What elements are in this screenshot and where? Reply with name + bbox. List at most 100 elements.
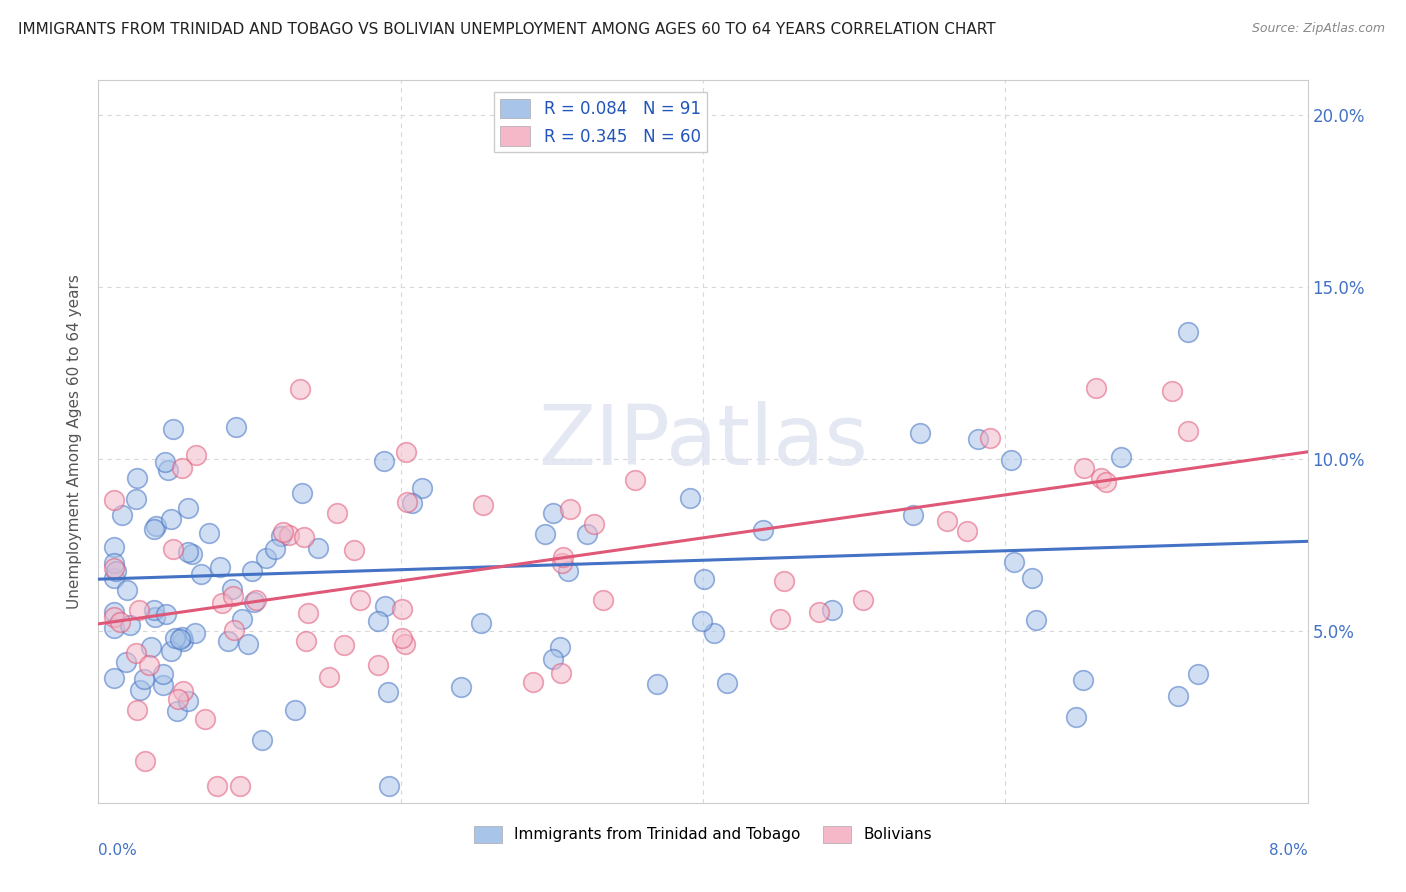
Point [1160, 384, 1182, 398]
Point [103, 620, 125, 634]
Point [111, 508, 134, 523]
Point [120, 617, 142, 632]
Point [103, 556, 125, 570]
Point [693, 572, 716, 586]
Point [190, 567, 212, 582]
Point [125, 491, 148, 506]
Point [624, 473, 647, 487]
Point [103, 609, 125, 624]
Point [374, 599, 396, 613]
Point [1002, 555, 1025, 569]
Point [1095, 475, 1118, 489]
Point [752, 523, 775, 537]
Point [145, 518, 167, 533]
Point [852, 593, 875, 607]
Point [582, 516, 605, 531]
Point [177, 500, 200, 515]
Point [160, 644, 183, 658]
Point [166, 704, 188, 718]
Point [271, 524, 294, 539]
Point [108, 615, 131, 629]
Point [1177, 326, 1199, 340]
Point [236, 637, 259, 651]
Point [134, 755, 156, 769]
Point [103, 571, 125, 585]
Point [550, 666, 572, 681]
Point [169, 632, 191, 646]
Point [142, 522, 165, 536]
Point [645, 677, 668, 691]
Point [522, 675, 544, 690]
Point [391, 632, 413, 646]
Point [1025, 613, 1047, 627]
Text: Source: ZipAtlas.com: Source: ZipAtlas.com [1251, 22, 1385, 36]
Point [295, 633, 318, 648]
Point [773, 574, 796, 588]
Point [1187, 667, 1209, 681]
Text: IMMIGRANTS FROM TRINIDAD AND TOBAGO VS BOLIVIAN UNEMPLOYMENT AMONG AGES 60 TO 64: IMMIGRANTS FROM TRINIDAD AND TOBAGO VS B… [18, 22, 995, 37]
Point [183, 626, 205, 640]
Point [225, 420, 247, 434]
Point [143, 602, 166, 616]
Point [1167, 689, 1189, 703]
Point [326, 506, 349, 520]
Text: ZIPatlas: ZIPatlas [538, 401, 868, 482]
Point [1000, 453, 1022, 467]
Point [378, 779, 401, 793]
Point [557, 565, 579, 579]
Point [910, 425, 932, 440]
Point [901, 508, 924, 523]
Point [979, 431, 1001, 445]
Point [222, 623, 245, 637]
Point [936, 514, 959, 528]
Legend: Immigrants from Trinidad and Tobago, Bolivians: Immigrants from Trinidad and Tobago, Bol… [468, 820, 938, 849]
Point [243, 594, 266, 608]
Point [318, 671, 340, 685]
Point [103, 561, 125, 575]
Point [367, 658, 389, 673]
Point [769, 612, 792, 626]
Point [956, 524, 979, 538]
Point [450, 680, 472, 694]
Point [548, 640, 571, 654]
Point [297, 606, 319, 620]
Point [411, 481, 433, 495]
Point [1109, 450, 1132, 464]
Point [560, 502, 582, 516]
Point [278, 528, 301, 542]
Point [172, 683, 194, 698]
Point [155, 607, 177, 621]
Point [367, 614, 389, 628]
Point [1085, 380, 1108, 394]
Text: 8.0%: 8.0% [1268, 843, 1308, 857]
Point [181, 547, 204, 561]
Point [152, 678, 174, 692]
Point [240, 564, 263, 578]
Point [222, 589, 245, 603]
Point [576, 527, 599, 541]
Text: 0.0%: 0.0% [98, 843, 138, 857]
Point [162, 422, 184, 436]
Point [1021, 571, 1043, 585]
Point [103, 671, 125, 685]
Point [221, 582, 243, 596]
Point [1177, 425, 1199, 439]
Point [349, 592, 371, 607]
Point [679, 491, 702, 505]
Point [153, 455, 176, 469]
Point [967, 432, 990, 446]
Point [209, 559, 232, 574]
Point [333, 638, 356, 652]
Point [821, 603, 844, 617]
Point [162, 542, 184, 557]
Point [551, 557, 574, 571]
Point [143, 610, 166, 624]
Point [391, 602, 413, 616]
Point [211, 596, 233, 610]
Point [186, 448, 208, 462]
Point [103, 540, 125, 554]
Point [132, 672, 155, 686]
Point [703, 626, 725, 640]
Point [167, 692, 190, 706]
Point [163, 631, 186, 645]
